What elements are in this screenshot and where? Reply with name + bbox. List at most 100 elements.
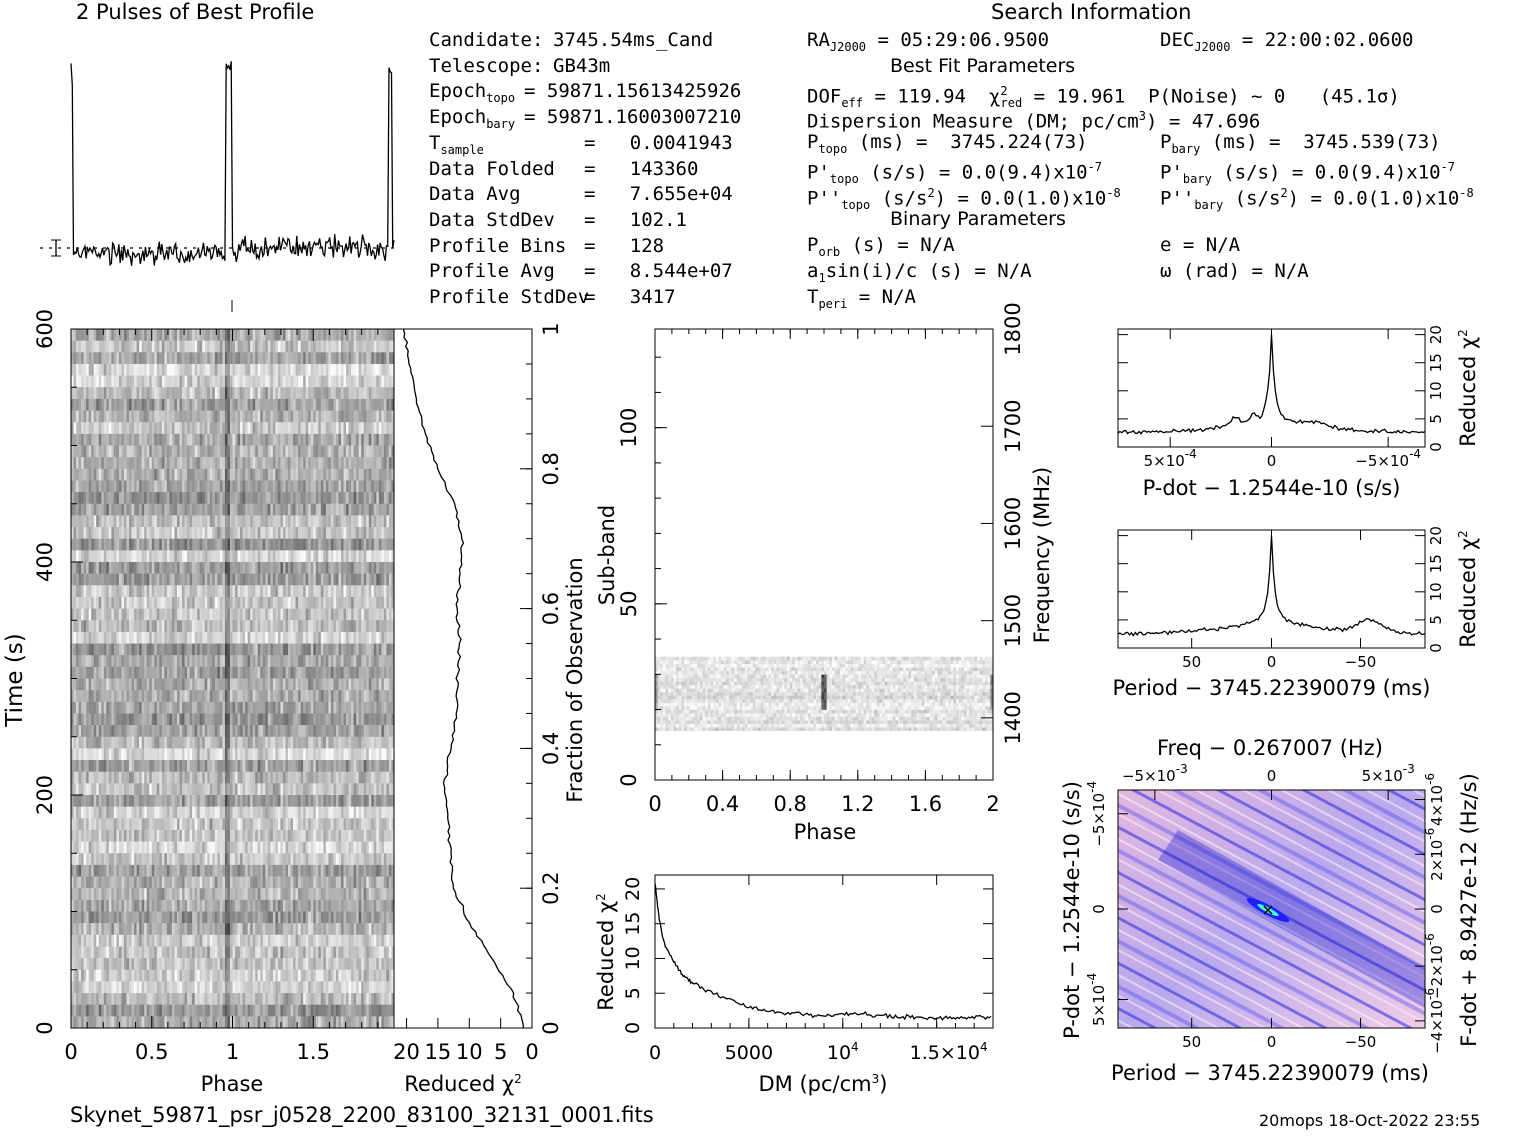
heatmap-cell: [240, 504, 243, 516]
heatmap-cell: [225, 411, 228, 423]
heatmap-cell: [74, 737, 77, 749]
heatmap-cell: [298, 597, 301, 609]
heatmap-cell: [212, 620, 215, 632]
heatmap-cell: [182, 562, 185, 574]
heatmap-cell: [384, 329, 387, 341]
heatmap-cell: [91, 399, 94, 411]
heatmap-cell: [260, 352, 263, 364]
heatmap-cell: [137, 772, 140, 784]
heatmap-cell: [354, 667, 357, 679]
heatmap-cell: [124, 574, 127, 586]
heatmap-cell: [313, 574, 316, 586]
heatmap-cell: [81, 515, 84, 527]
heatmap-cell: [116, 772, 119, 784]
heatmap-cell: [210, 492, 213, 504]
heatmap-cell: [159, 341, 162, 353]
heatmap-cell: [301, 399, 304, 411]
heatmap-cell: [94, 457, 97, 469]
heatmap-cell: [74, 422, 77, 434]
heatmap-cell: [227, 760, 230, 772]
heatmap-cell: [313, 550, 316, 562]
heatmap-cell: [190, 597, 193, 609]
heatmap-cell: [384, 620, 387, 632]
heatmap-cell: [76, 411, 79, 423]
heatmap-cell: [79, 504, 82, 516]
heatmap-cell: [338, 446, 341, 458]
heatmap-cell: [86, 655, 89, 667]
heatmap-cell: [99, 655, 102, 667]
heatmap-cell: [212, 702, 215, 714]
heatmap-cell: [124, 539, 127, 551]
heatmap-cell: [374, 702, 377, 714]
heatmap-cell: [225, 725, 228, 737]
heatmap-cell: [174, 679, 177, 691]
heatmap-cell: [301, 515, 304, 527]
heatmap-cell: [344, 364, 347, 376]
heatmap-cell: [361, 702, 364, 714]
heatmap-cell: [230, 772, 233, 784]
heatmap-cell: [119, 527, 122, 539]
heatmap-cell: [129, 492, 132, 504]
heatmap-cell: [285, 364, 288, 376]
heatmap-cell: [374, 655, 377, 667]
heatmap-cell: [220, 341, 223, 353]
heatmap-cell: [154, 422, 157, 434]
heatmap-cell: [265, 679, 268, 691]
heatmap-cell: [172, 574, 175, 586]
heatmap-cell: [341, 713, 344, 725]
heatmap-cell: [185, 411, 188, 423]
heatmap-cell: [192, 469, 195, 481]
heatmap-cell: [124, 620, 127, 632]
heatmap-cell: [354, 341, 357, 353]
heatmap-cell: [127, 329, 130, 341]
heatmap-cell: [270, 341, 273, 353]
heatmap-cell: [265, 411, 268, 423]
heatmap-cell: [318, 329, 321, 341]
heatmap-cell: [195, 713, 198, 725]
heatmap-cell: [366, 527, 369, 539]
heatmap-cell: [366, 434, 369, 446]
heatmap-cell: [311, 480, 314, 492]
heatmap-cell: [96, 574, 99, 586]
heatmap-cell: [374, 364, 377, 376]
heatmap-cell: [311, 713, 314, 725]
heatmap-cell: [172, 527, 175, 539]
heatmap-cell: [76, 655, 79, 667]
heatmap-cell: [230, 399, 233, 411]
heatmap-cell: [283, 376, 286, 388]
heatmap-cell: [137, 550, 140, 562]
heatmap-cell: [197, 364, 200, 376]
heatmap-cell: [222, 562, 225, 574]
heatmap-cell: [215, 748, 218, 760]
heatmap-cell: [379, 574, 382, 586]
heatmap-cell: [270, 411, 273, 423]
heatmap-cell: [109, 632, 112, 644]
heatmap-cell: [341, 632, 344, 644]
heatmap-cell: [351, 422, 354, 434]
heatmap-cell: [280, 574, 283, 586]
heatmap-cell: [81, 469, 84, 481]
heatmap-cell: [147, 469, 150, 481]
heatmap-cell: [114, 411, 117, 423]
heatmap-cell: [364, 504, 367, 516]
heatmap-cell: [311, 609, 314, 621]
heatmap-cell: [142, 539, 145, 551]
heatmap-cell: [227, 655, 230, 667]
heatmap-cell: [164, 399, 167, 411]
heatmap-cell: [217, 411, 220, 423]
heatmap-cell: [84, 609, 87, 621]
heatmap-cell: [341, 504, 344, 516]
heatmap-cell: [200, 539, 203, 551]
heatmap-cell: [346, 446, 349, 458]
heatmap-cell: [351, 527, 354, 539]
heatmap-cell: [270, 713, 273, 725]
heatmap-cell: [301, 329, 304, 341]
heatmap-cell: [328, 539, 331, 551]
heatmap-cell: [210, 737, 213, 749]
heatmap-cell: [111, 422, 114, 434]
heatmap-cell: [149, 609, 152, 621]
heatmap-cell: [185, 387, 188, 399]
heatmap-cell: [116, 760, 119, 772]
heatmap-cell: [182, 527, 185, 539]
heatmap-cell: [303, 457, 306, 469]
